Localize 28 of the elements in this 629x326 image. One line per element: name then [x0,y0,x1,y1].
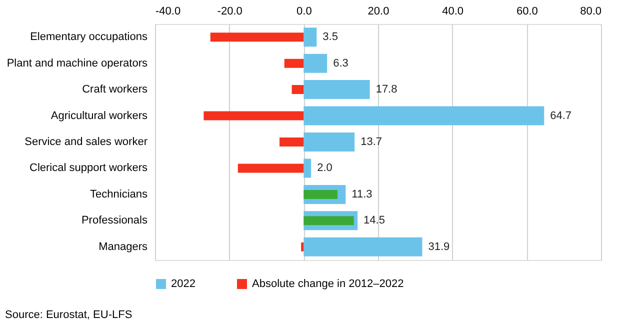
y-tick-label: Professionals [81,214,148,227]
y-tick-label: Plant and machine operators [6,57,148,70]
data-label: 31.9 [428,240,450,253]
y-tick-label: Agricultural workers [50,110,148,122]
y-tick-label: Technicians [90,188,148,200]
data-label: 3.5 [322,31,338,44]
x-tick-label: -20.0 [217,6,242,18]
x-tick-label: 20.0 [368,6,390,18]
data-label: 11.3 [352,188,372,200]
y-tick-label: Service and sales worker [24,136,148,148]
data-label: 2.0 [317,162,332,174]
x-tick-label: 0.0 [296,6,312,18]
y-tick-label: Craft workers [82,84,148,96]
source-note: Source: Eurostat, EU-LFS [5,309,132,321]
x-tick-label: 60.0 [516,6,538,18]
legend-label: 2022 [171,278,196,290]
y-tick-label: Clerical support workers [30,162,148,174]
y-tick-label: Managers [98,240,148,253]
y-tick-label: Elementary occupations [30,31,148,44]
x-tick-label: 80.0 [580,6,602,18]
data-label: 14.5 [364,214,385,227]
x-tick-label: -40.0 [156,6,181,18]
legend-label: Absolute change in 2012–2022 [252,278,404,290]
x-tick-label: 40.0 [442,6,464,18]
data-label: 13.7 [360,136,382,148]
data-label: 64.7 [550,110,572,122]
data-label: 6.3 [333,57,348,70]
data-label: 17.8 [376,84,398,96]
